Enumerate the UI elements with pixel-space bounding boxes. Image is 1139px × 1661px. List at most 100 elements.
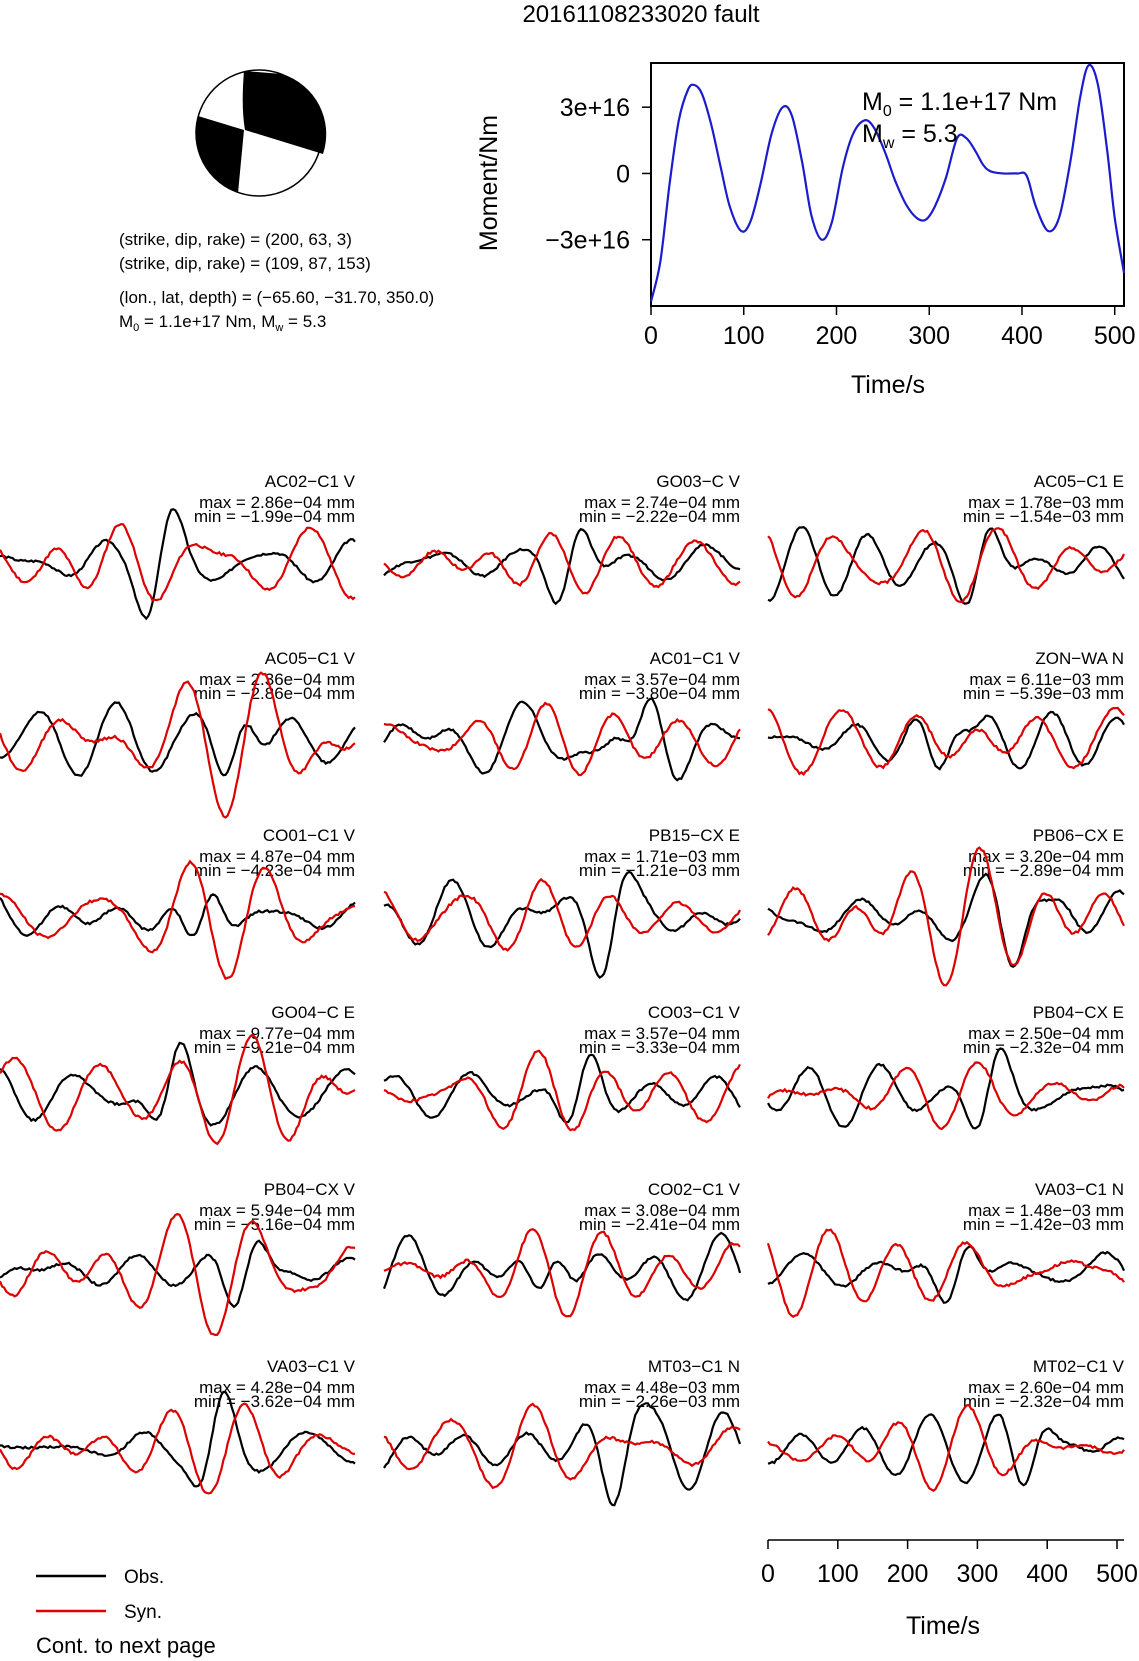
station-label: VA03−C1 N xyxy=(1035,1180,1124,1199)
station-min: min = −1.21e−03 mm xyxy=(579,861,740,880)
observed-trace xyxy=(767,872,1125,968)
station-max: max = 2.36e−04 mm xyxy=(199,670,355,689)
station-max: max = 4.48e−03 mm xyxy=(584,1378,740,1397)
station-max: max = 5.94e−04 mm xyxy=(199,1201,355,1220)
mechanism-line-2: (strike, dip, rake) = (109, 87, 153) xyxy=(119,254,371,273)
station-min: min = −4.23e−04 mm xyxy=(194,861,355,880)
station-max: max = 1.78e−03 mm xyxy=(968,493,1124,512)
stf-plot-frame xyxy=(650,62,1125,307)
station-max: max = 9.77e−04 mm xyxy=(199,1024,355,1043)
station-max: max = 3.08e−04 mm xyxy=(584,1201,740,1220)
station-label: MT03−C1 N xyxy=(648,1357,740,1376)
station-max: max = 4.87e−04 mm xyxy=(199,847,355,866)
stf-axes: 0 100 200 300 400 500 −3e+16 0 3e+16 xyxy=(545,94,1135,350)
observed-trace xyxy=(767,1413,1125,1487)
observed-trace xyxy=(0,893,356,937)
observed-trace xyxy=(767,1047,1125,1130)
station-label: MT02−C1 V xyxy=(1033,1357,1125,1376)
mechanism-line-3: (lon., lat, depth) = (−65.60, −31.70, 35… xyxy=(119,288,434,307)
station-label: AC01−C1 V xyxy=(650,649,741,668)
synthetic-trace xyxy=(767,1403,1125,1493)
station-min: min = −3.33e−04 mm xyxy=(579,1038,740,1057)
station-max: max = 6.11e−03 mm xyxy=(969,670,1124,689)
legend-obs-label: Obs. xyxy=(124,1567,164,1588)
observed-trace xyxy=(0,1041,356,1127)
observed-trace xyxy=(0,1390,356,1488)
observed-trace xyxy=(382,1231,742,1302)
stf-m0-annotation: M0 = 1.1e+17 Nm xyxy=(862,88,1057,120)
station-label: PB06−CX E xyxy=(1033,826,1124,845)
mechanism-line-4: M0 = 1.1e+17 Nm, Mw = 5.3 xyxy=(119,312,326,334)
synthetic-trace xyxy=(767,527,1125,604)
stf-ytick-label: 0 xyxy=(616,160,630,188)
station-max: max = 3.20e−04 mm xyxy=(968,847,1124,866)
observed-trace xyxy=(767,1245,1126,1305)
synthetic-trace xyxy=(0,1033,356,1146)
synthetic-trace xyxy=(0,671,356,819)
observed-trace xyxy=(383,696,741,782)
observed-trace xyxy=(383,527,741,606)
station-label: AC05−C1 E xyxy=(1034,472,1124,491)
station-max: max = 2.50e−04 mm xyxy=(968,1024,1124,1043)
time-axis-tick-label: 200 xyxy=(887,1560,929,1588)
stf-xtick-label: 0 xyxy=(644,322,658,350)
synthetic-trace xyxy=(383,1402,741,1490)
station-max: max = 1.71e−03 mm xyxy=(584,847,740,866)
time-axis-tick-label: 400 xyxy=(1026,1560,1068,1588)
station-max: max = 2.74e−04 mm xyxy=(584,493,740,512)
station-min: min = −3.62e−04 mm xyxy=(194,1392,355,1411)
station-max: max = 4.28e−04 mm xyxy=(199,1378,355,1397)
time-axis-tick-label: 100 xyxy=(817,1560,859,1588)
station-label: AC05−C1 V xyxy=(265,649,356,668)
station-min: min = −1.42e−03 mm xyxy=(963,1215,1124,1234)
mechanism-line-1: (strike, dip, rake) = (200, 63, 3) xyxy=(119,230,352,249)
observed-trace xyxy=(383,870,741,980)
observed-trace xyxy=(0,1239,356,1309)
legend: Obs. Syn. Cont. to next page xyxy=(36,1567,216,1658)
station-min: min = −2.41e−04 mm xyxy=(579,1215,740,1234)
synthetic-trace xyxy=(767,846,1125,987)
station-min: min = −2.26e−03 mm xyxy=(579,1392,740,1411)
station-min: min = −1.99e−04 mm xyxy=(194,507,355,526)
station-min: min = −5.39e−03 mm xyxy=(963,684,1124,703)
station-label: CO02−C1 V xyxy=(648,1180,741,1199)
synthetic-trace xyxy=(383,701,741,777)
synthetic-trace xyxy=(767,1061,1125,1131)
station-label: ZON−WA N xyxy=(1035,649,1124,668)
stf-xtick-label: 500 xyxy=(1094,322,1136,350)
station-min: min = −5.16e−04 mm xyxy=(194,1215,355,1234)
station-label: GO03−C V xyxy=(656,472,740,491)
stf-ytick-label: −3e+16 xyxy=(545,227,630,255)
synthetic-trace xyxy=(766,1228,1125,1319)
legend-syn-label: Syn. xyxy=(124,1602,162,1623)
station-max: max = 2.86e−04 mm xyxy=(199,493,355,512)
station-label: CO01−C1 V xyxy=(263,826,356,845)
figure-title: 20161108233020 fault xyxy=(522,1,759,28)
synthetic-trace xyxy=(767,706,1125,776)
synthetic-trace xyxy=(0,1402,355,1495)
observed-trace xyxy=(383,1053,741,1124)
station-min: min = −2.89e−04 mm xyxy=(963,861,1124,880)
station-label: CO03−C1 V xyxy=(648,1003,741,1022)
station-max: max = 2.60e−04 mm xyxy=(968,1378,1124,1397)
station-label: VA03−C1 V xyxy=(267,1357,356,1376)
time-axis-tick-label: 300 xyxy=(957,1560,999,1588)
stf-xlabel: Time/s xyxy=(851,371,925,399)
synthetic-trace xyxy=(0,522,356,602)
stf-xtick-label: 400 xyxy=(1001,322,1043,350)
